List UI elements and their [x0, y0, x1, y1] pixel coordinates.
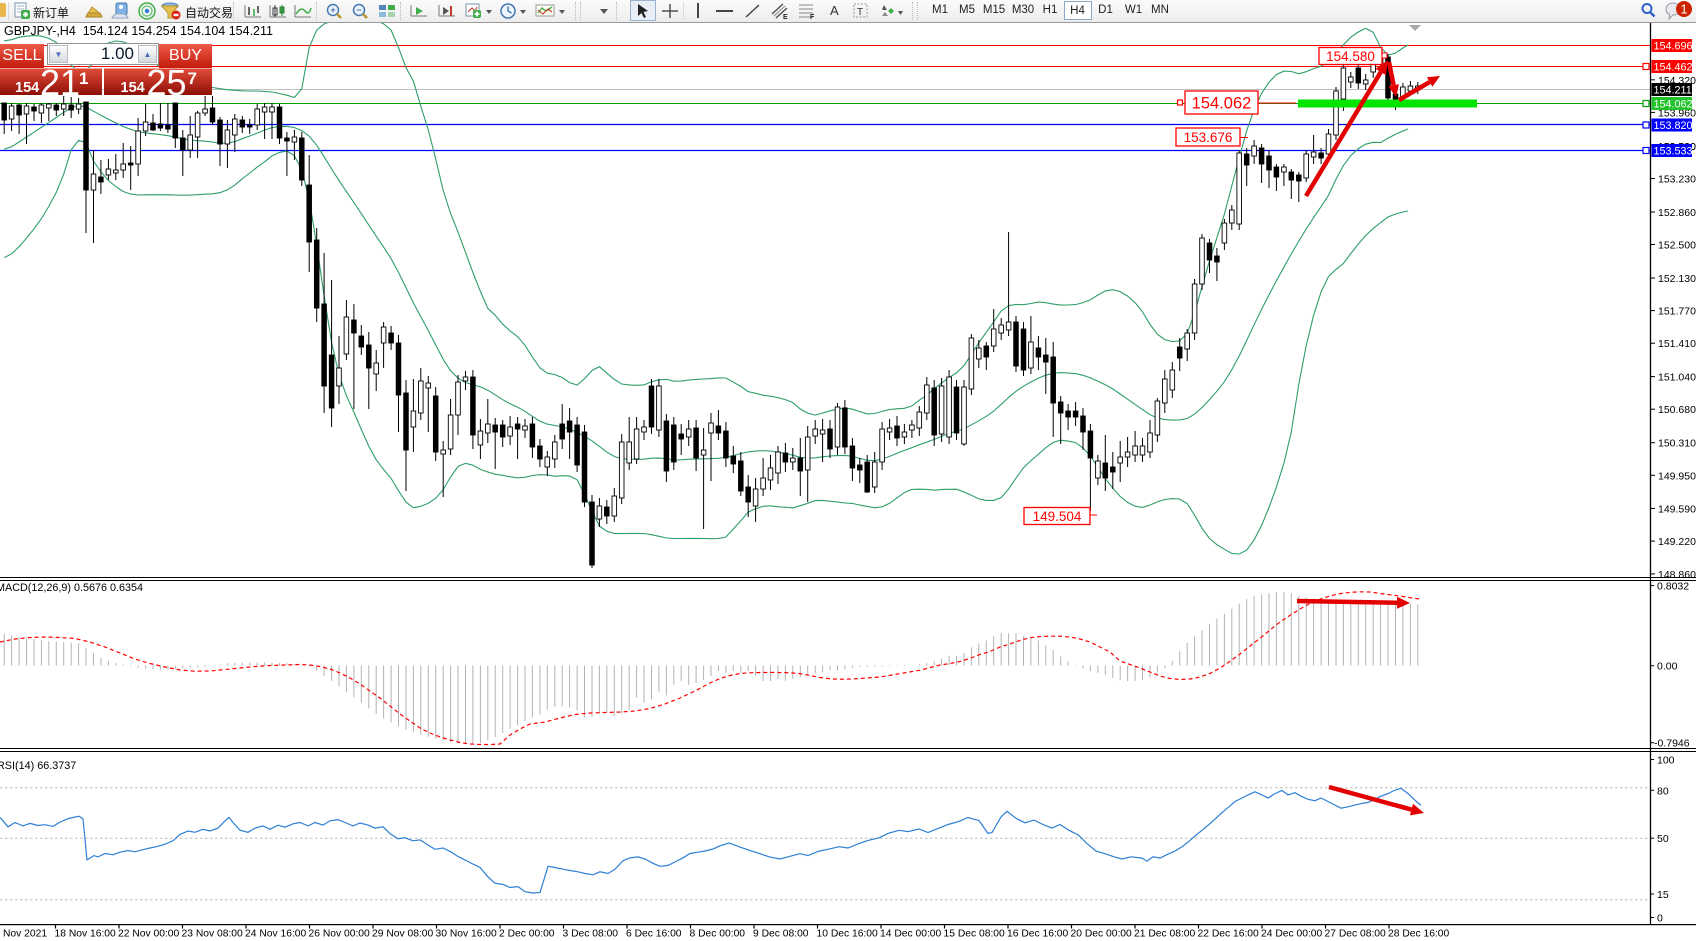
- svg-text:10 Dec 16:00: 10 Dec 16:00: [817, 929, 879, 940]
- svg-text:MACD(12,26,9) 0.5676 0.6354: MACD(12,26,9) 0.5676 0.6354: [0, 582, 143, 594]
- svg-text:150.680: 150.680: [1658, 404, 1696, 416]
- svg-text:22 Dec 16:00: 22 Dec 16:00: [1198, 929, 1260, 940]
- svg-text:18 Nov 16:00: 18 Nov 16:00: [55, 929, 117, 940]
- svg-text:100: 100: [1657, 755, 1675, 767]
- svg-text:RSI(14) 66.3737: RSI(14) 66.3737: [0, 760, 76, 772]
- svg-text:E: E: [783, 14, 788, 20]
- svg-text:15: 15: [1657, 889, 1669, 901]
- svg-text:0.00: 0.00: [1657, 661, 1678, 673]
- svg-text:2 Dec 00:00: 2 Dec 00:00: [499, 929, 555, 940]
- svg-text:153.676: 153.676: [1184, 130, 1233, 145]
- svg-text:149.950: 149.950: [1658, 470, 1696, 482]
- svg-text:154.062: 154.062: [1192, 94, 1252, 112]
- svg-text:+: +: [330, 5, 335, 15]
- svg-text:3 Dec 08:00: 3 Dec 08:00: [563, 929, 619, 940]
- svg-text:27 Dec 08:00: 27 Dec 08:00: [1325, 929, 1387, 940]
- svg-text:152.860: 152.860: [1658, 207, 1696, 219]
- svg-text:29 Nov 08:00: 29 Nov 08:00: [372, 929, 434, 940]
- svg-text:151.770: 151.770: [1658, 306, 1696, 318]
- svg-text:0: 0: [1657, 913, 1663, 925]
- svg-text:148.860: 148.860: [1658, 569, 1696, 581]
- svg-text:153.230: 153.230: [1658, 174, 1696, 186]
- svg-text:30 Nov 16:00: 30 Nov 16:00: [436, 929, 498, 940]
- svg-text:16 Dec 16:00: 16 Dec 16:00: [1007, 929, 1069, 940]
- svg-text:153.820: 153.820: [1654, 120, 1693, 132]
- svg-text:22 Nov 00:00: 22 Nov 00:00: [118, 929, 180, 940]
- svg-text:154.211: 154.211: [1654, 84, 1692, 96]
- svg-text:14 Dec 00:00: 14 Dec 00:00: [880, 929, 942, 940]
- svg-text:9 Dec 08:00: 9 Dec 08:00: [753, 929, 809, 940]
- svg-text:154.462: 154.462: [1654, 61, 1693, 73]
- svg-text:153.533: 153.533: [1654, 145, 1693, 157]
- svg-text:154.062: 154.062: [1654, 98, 1693, 110]
- svg-text:1: 1: [1680, 2, 1687, 17]
- svg-text:21 Dec 08:00: 21 Dec 08:00: [1134, 929, 1196, 940]
- svg-text:149.590: 149.590: [1658, 503, 1696, 515]
- svg-text:-0.7946: -0.7946: [1654, 738, 1690, 750]
- svg-text:20 Dec 00:00: 20 Dec 00:00: [1071, 929, 1133, 940]
- svg-text:0.8032: 0.8032: [1657, 581, 1689, 593]
- svg-text:24 Dec 00:00: 24 Dec 00:00: [1261, 929, 1323, 940]
- svg-text:80: 80: [1657, 785, 1669, 797]
- svg-text:T: T: [857, 7, 863, 18]
- svg-text:151.040: 151.040: [1658, 372, 1696, 384]
- svg-text:151.410: 151.410: [1658, 338, 1696, 350]
- svg-text:152.500: 152.500: [1658, 240, 1696, 252]
- svg-text:150.310: 150.310: [1658, 438, 1696, 450]
- svg-text:149.220: 149.220: [1658, 536, 1696, 548]
- svg-text:154.696: 154.696: [1654, 40, 1693, 52]
- svg-text:15 Dec 08:00: 15 Dec 08:00: [944, 929, 1006, 940]
- svg-text:F: F: [810, 14, 815, 20]
- svg-text:153.960: 153.960: [1658, 107, 1696, 119]
- svg-text:28 Dec 16:00: 28 Dec 16:00: [1388, 929, 1450, 940]
- svg-text:24 Nov 16:00: 24 Nov 16:00: [245, 929, 307, 940]
- svg-text:152.130: 152.130: [1658, 273, 1696, 285]
- svg-text:26 Nov 00:00: 26 Nov 00:00: [309, 929, 371, 940]
- svg-text:154.580: 154.580: [1326, 49, 1375, 64]
- svg-text:−: −: [356, 5, 361, 15]
- svg-text:50: 50: [1657, 833, 1669, 845]
- svg-text:Nov 2021: Nov 2021: [3, 929, 47, 940]
- svg-text:6 Dec 16:00: 6 Dec 16:00: [626, 929, 682, 940]
- svg-text:23 Nov 08:00: 23 Nov 08:00: [182, 929, 244, 940]
- svg-text:149.504: 149.504: [1033, 509, 1082, 524]
- svg-text:8 Dec 00:00: 8 Dec 00:00: [690, 929, 746, 940]
- svg-text:GBPJPY-,H4 154.124 154.254 15: GBPJPY-,H4 154.124 154.254 154.104 154.2…: [4, 24, 273, 38]
